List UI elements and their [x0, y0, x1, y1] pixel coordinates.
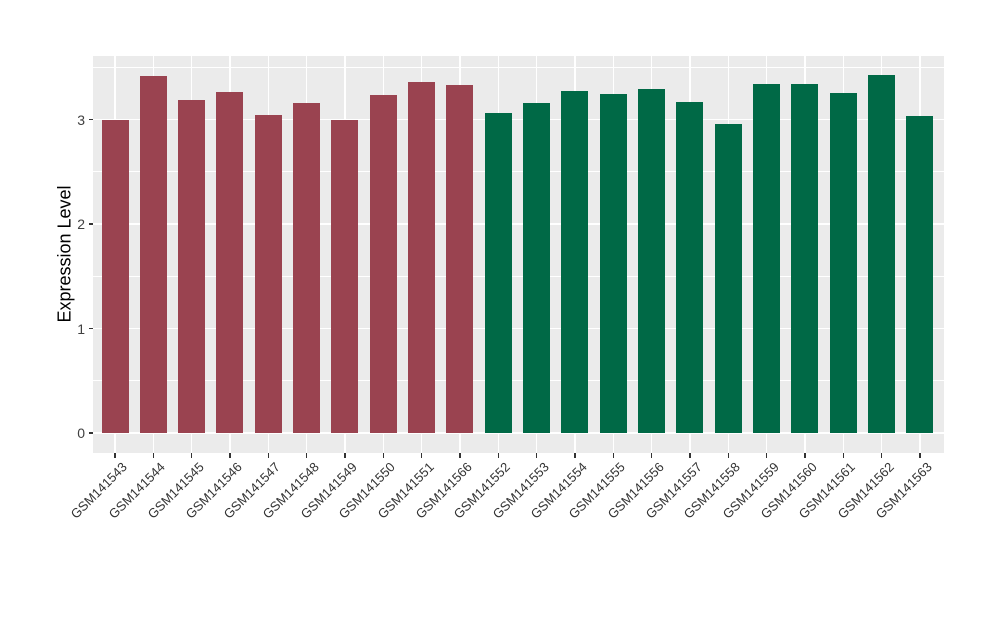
- x-axis-tick: [651, 453, 653, 458]
- y-axis-tick: [88, 327, 93, 330]
- y-tick-label: 0: [77, 425, 85, 441]
- x-axis-tick: [689, 453, 691, 458]
- x-axis-tick: [382, 453, 384, 458]
- bar-GSM141549: [331, 119, 359, 433]
- y-tick-label: 2: [77, 216, 85, 232]
- bar-GSM141560: [791, 83, 819, 433]
- x-axis-tick: [881, 453, 883, 458]
- y-axis-tick: [88, 118, 93, 121]
- x-axis-tick: [536, 453, 538, 458]
- y-tick-label: 1: [77, 320, 85, 337]
- bar-GSM141559: [753, 83, 781, 433]
- gridline-minor-horizontal: [93, 66, 944, 68]
- bar-GSM141566: [446, 85, 474, 433]
- y-axis-title: Expression Level: [54, 185, 75, 323]
- bar-GSM141552: [484, 113, 512, 433]
- x-axis-tick: [229, 453, 231, 458]
- x-axis-tick: [344, 453, 346, 458]
- bar-GSM141562: [868, 74, 896, 433]
- y-axis-tick: [88, 223, 93, 225]
- gridline-minor-horizontal: [93, 380, 944, 382]
- x-axis-tick: [421, 453, 423, 458]
- x-axis-tick: [152, 453, 154, 458]
- bar-GSM141544: [139, 75, 167, 433]
- gridline-major-horizontal: [93, 432, 944, 434]
- bar-GSM141554: [561, 91, 589, 433]
- bar-GSM141551: [408, 81, 436, 433]
- x-axis-tick: [191, 453, 193, 458]
- bar-GSM141555: [599, 94, 627, 433]
- bar-GSM141556: [638, 89, 666, 433]
- bar-GSM141548: [293, 102, 321, 433]
- expression-bar-chart: Expression Level 0 1 2 3 GSM141543 GSM141544 G…: [54, 56, 944, 522]
- y-axis-tick: [88, 432, 93, 434]
- y-tick-label: 3: [77, 111, 85, 128]
- bar-GSM141547: [254, 115, 282, 433]
- x-axis-tick: [842, 453, 844, 458]
- gridline-major-horizontal: [93, 118, 944, 121]
- x-axis-tick: [497, 453, 499, 458]
- bar-GSM141550: [369, 95, 397, 433]
- x-axis-tick: [919, 453, 921, 458]
- gridline-major-horizontal: [93, 223, 944, 225]
- x-axis-tick: [114, 453, 116, 458]
- x-axis-tick: [459, 453, 461, 458]
- x-axis-tick: [267, 453, 269, 458]
- gridline-minor-horizontal: [93, 171, 944, 173]
- x-axis-tick: [574, 453, 576, 458]
- bar-GSM141563: [906, 116, 934, 433]
- gridline-minor-horizontal: [93, 275, 944, 277]
- bar-GSM141545: [178, 99, 206, 433]
- bar-GSM141557: [676, 101, 704, 433]
- x-axis-tick: [766, 453, 768, 458]
- bar-GSM141543: [101, 119, 129, 433]
- bar-GSM141558: [714, 123, 742, 433]
- x-axis-tick: [306, 453, 308, 458]
- gridline-major-horizontal: [93, 327, 944, 330]
- x-axis-tick: [804, 453, 806, 458]
- bar-GSM141561: [829, 93, 857, 433]
- plot-panel: [93, 56, 944, 453]
- x-axis-tick: [727, 453, 729, 458]
- bar-GSM141546: [216, 92, 244, 433]
- x-axis-tick: [612, 453, 614, 458]
- bar-GSM141553: [523, 102, 551, 433]
